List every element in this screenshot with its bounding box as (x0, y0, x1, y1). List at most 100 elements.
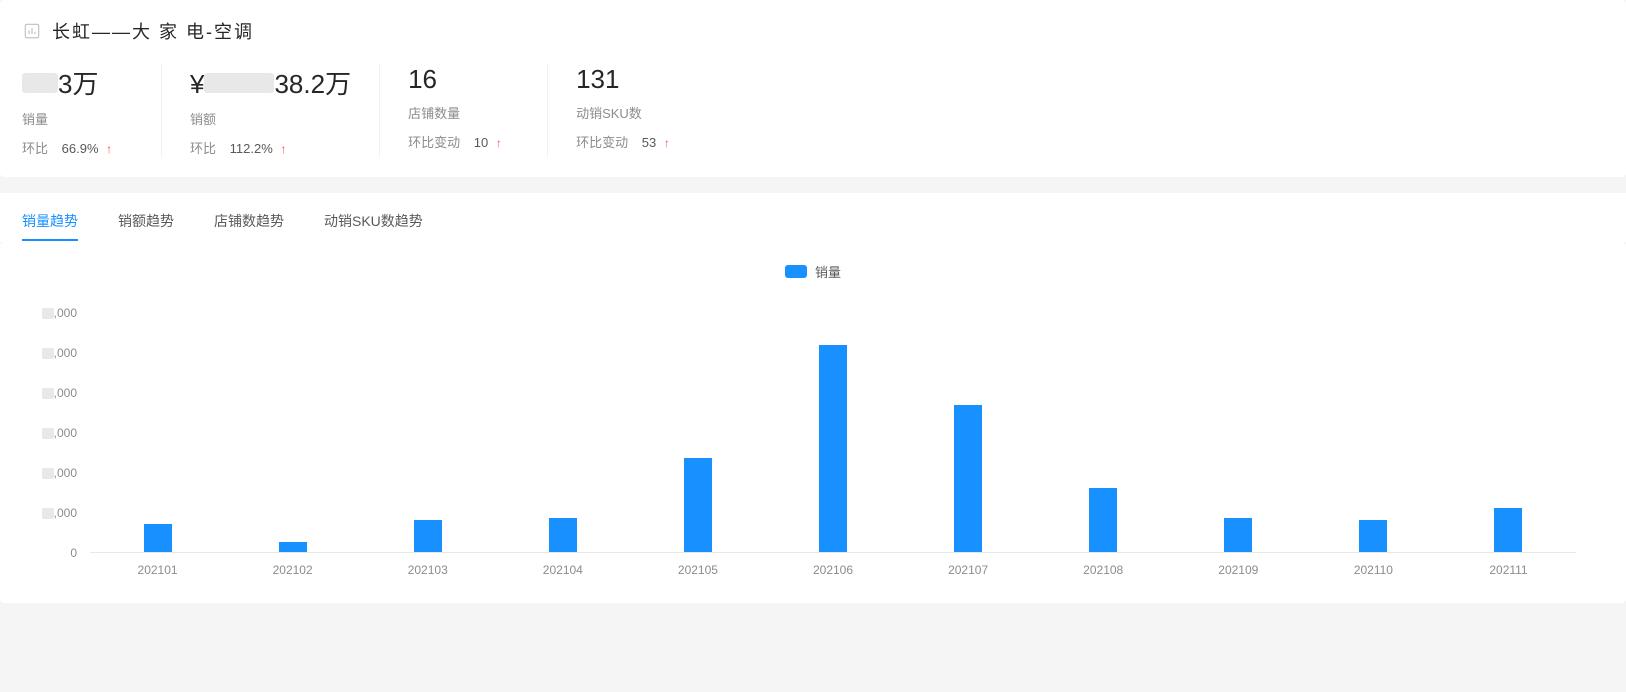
change-label: 环比变动 (576, 135, 628, 150)
x-tick: 202101 (90, 555, 225, 583)
legend-label: 销量 (815, 262, 841, 281)
metric-store-count: 16 店铺数量 环比变动 10 ↑ (408, 64, 548, 157)
metric-value: 3万 (22, 64, 133, 101)
x-tick: 202109 (1171, 555, 1306, 583)
change-value: 66.9% (62, 141, 99, 156)
chart-legend: 销量 (30, 262, 1596, 283)
redacted-segment (42, 308, 54, 319)
x-axis: 2021012021022021032021042021052021062021… (90, 555, 1576, 583)
arrow-up-icon: ↑ (280, 142, 286, 156)
y-tick: ,000 (42, 466, 77, 480)
bar[interactable] (549, 518, 577, 552)
change-label: 环比 (190, 141, 216, 156)
metric-sales-amount: ¥38.2万 销额 环比 112.2% ↑ (190, 64, 380, 157)
metric-value: ¥38.2万 (190, 64, 351, 101)
metric-sku-count: 131 动销SKU数 环比变动 53 ↑ (576, 64, 716, 157)
bar[interactable] (684, 458, 712, 552)
y-tick: ,000 (42, 386, 77, 400)
metric-change: 环比 66.9% ↑ (22, 138, 133, 157)
tabs-card: 销量趋势 销额趋势 店铺数趋势 动销SKU数趋势 (0, 193, 1626, 242)
change-label: 环比 (22, 141, 48, 156)
metric-value: 131 (576, 64, 688, 95)
bar[interactable] (1494, 508, 1522, 552)
redacted-segment (204, 73, 274, 93)
x-tick: 202106 (765, 555, 900, 583)
metric-value-suffix: 3万 (58, 69, 98, 99)
redacted-segment (42, 468, 54, 479)
chart-area: 0,000,000,000,000,000,000 20210120210220… (90, 313, 1576, 583)
tab-0[interactable]: 销量趋势 (22, 205, 78, 241)
bar[interactable] (1089, 488, 1117, 552)
change-value: 112.2% (230, 141, 273, 156)
metric-label: 动销SKU数 (576, 103, 688, 122)
bar-slot (90, 313, 225, 552)
bar[interactable] (1359, 520, 1387, 552)
legend-item: 销量 (785, 262, 841, 281)
bar[interactable] (954, 405, 982, 552)
change-value: 10 (474, 135, 488, 150)
bar-slot (360, 313, 495, 552)
tab-2[interactable]: 店铺数趋势 (214, 205, 284, 241)
redacted-segment (42, 508, 54, 519)
bar[interactable] (144, 524, 172, 552)
bar[interactable] (1224, 518, 1252, 552)
arrow-up-icon: ↑ (106, 142, 112, 156)
title-row: 长虹——大 家 电-空调 (22, 18, 1604, 44)
y-tick: ,000 (42, 426, 77, 440)
redacted-segment (42, 348, 54, 359)
bars-container (90, 313, 1576, 552)
bar-slot (1306, 313, 1441, 552)
y-tick: 0 (70, 546, 77, 560)
x-tick: 202102 (225, 555, 360, 583)
arrow-up-icon: ↑ (496, 136, 502, 150)
chart-bar-icon (22, 21, 42, 41)
metric-change: 环比变动 53 ↑ (576, 132, 688, 151)
change-value: 53 (642, 135, 656, 150)
x-tick: 202110 (1306, 555, 1441, 583)
chart-card: 销量 0,000,000,000,000,000,000 20210120210… (0, 242, 1626, 603)
metrics-row: 3万 销量 环比 66.9% ↑ ¥38.2万 销额 环比 112.2% ↑ 1… (22, 64, 1604, 157)
x-tick: 202107 (901, 555, 1036, 583)
x-tick: 202105 (630, 555, 765, 583)
bar-slot (901, 313, 1036, 552)
change-label: 环比变动 (408, 135, 460, 150)
redacted-segment (42, 388, 54, 399)
bar-slot (765, 313, 900, 552)
metric-label: 销量 (22, 109, 133, 128)
bar-slot (495, 313, 630, 552)
page-title: 长虹——大 家 电-空调 (52, 18, 254, 44)
metric-value-suffix: 38.2万 (274, 69, 351, 99)
y-tick: ,000 (42, 506, 77, 520)
metric-change: 环比变动 10 ↑ (408, 132, 519, 151)
metric-change: 环比 112.2% ↑ (190, 138, 351, 157)
plot-area (90, 313, 1576, 553)
redacted-segment (42, 428, 54, 439)
redacted-segment (22, 73, 58, 93)
x-tick: 202104 (495, 555, 630, 583)
metric-sales-volume: 3万 销量 环比 66.9% ↑ (22, 64, 162, 157)
legend-swatch (785, 265, 807, 278)
bar-slot (1441, 313, 1576, 552)
x-tick: 202103 (360, 555, 495, 583)
metric-label: 店铺数量 (408, 103, 519, 122)
bar-slot (630, 313, 765, 552)
bar-slot (1171, 313, 1306, 552)
metric-value: 16 (408, 64, 519, 95)
bar-slot (225, 313, 360, 552)
tab-list: 销量趋势 销额趋势 店铺数趋势 动销SKU数趋势 (22, 205, 1604, 242)
bar[interactable] (279, 542, 307, 552)
x-tick: 202108 (1036, 555, 1171, 583)
x-tick: 202111 (1441, 555, 1576, 583)
currency-symbol: ¥ (190, 69, 204, 99)
bar-slot (1036, 313, 1171, 552)
summary-card: 长虹——大 家 电-空调 3万 销量 环比 66.9% ↑ ¥38.2万 销额 … (0, 0, 1626, 177)
bar[interactable] (414, 520, 442, 552)
y-tick: ,000 (42, 306, 77, 320)
y-axis: 0,000,000,000,000,000,000 (30, 313, 85, 553)
metric-label: 销额 (190, 109, 351, 128)
tab-3[interactable]: 动销SKU数趋势 (324, 205, 423, 241)
bar[interactable] (819, 345, 847, 552)
y-tick: ,000 (42, 346, 77, 360)
arrow-up-icon: ↑ (664, 136, 670, 150)
tab-1[interactable]: 销额趋势 (118, 205, 174, 241)
